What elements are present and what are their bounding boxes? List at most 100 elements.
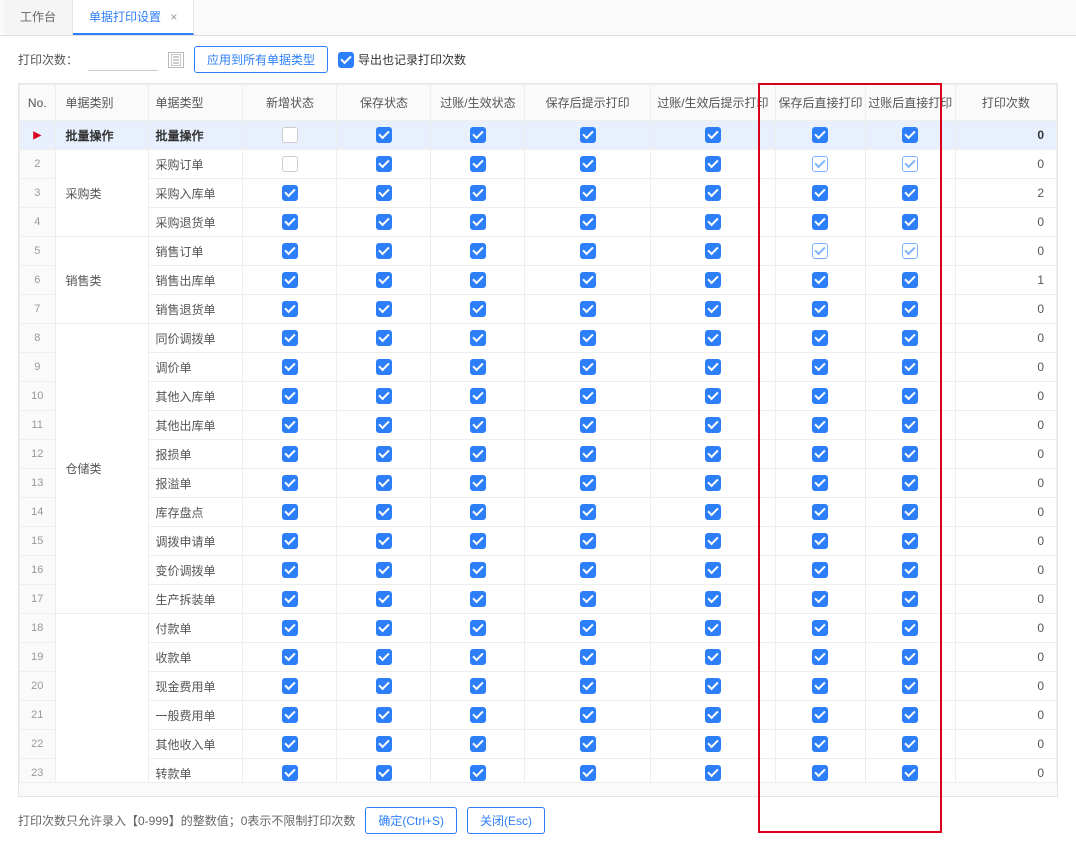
checkbox-cell[interactable] xyxy=(337,701,431,730)
checkbox-cell[interactable] xyxy=(337,382,431,411)
checkbox-cell[interactable] xyxy=(431,498,525,527)
checkbox-cell[interactable] xyxy=(525,150,650,179)
checkbox-cell[interactable] xyxy=(776,208,866,237)
checkbox-cell[interactable] xyxy=(650,527,775,556)
checkbox-cell[interactable] xyxy=(776,469,866,498)
checkbox-cell[interactable] xyxy=(525,672,650,701)
checkbox-cell[interactable] xyxy=(650,266,775,295)
checkbox-cell[interactable] xyxy=(243,266,337,295)
checkbox-cell[interactable] xyxy=(865,121,955,150)
checkbox-cell[interactable] xyxy=(337,411,431,440)
checkbox-cell[interactable] xyxy=(431,527,525,556)
checkbox-cell[interactable] xyxy=(776,643,866,672)
print-count-cell[interactable]: 0 xyxy=(955,701,1056,730)
checkbox-cell[interactable] xyxy=(865,382,955,411)
checkbox-cell[interactable] xyxy=(525,382,650,411)
checkbox-cell[interactable] xyxy=(431,266,525,295)
checkbox-cell[interactable] xyxy=(431,730,525,759)
checkbox-cell[interactable] xyxy=(776,179,866,208)
print-count-cell[interactable]: 0 xyxy=(955,353,1056,382)
checkbox-cell[interactable] xyxy=(650,440,775,469)
checkbox-cell[interactable] xyxy=(865,672,955,701)
checkbox-cell[interactable] xyxy=(525,469,650,498)
checkbox-cell[interactable] xyxy=(650,498,775,527)
checkbox-cell[interactable] xyxy=(650,121,775,150)
checkbox-cell[interactable] xyxy=(776,440,866,469)
checkbox-cell[interactable] xyxy=(525,730,650,759)
tab-print-settings[interactable]: 单据打印设置 × xyxy=(73,0,194,35)
checkbox-cell[interactable] xyxy=(650,208,775,237)
checkbox-cell[interactable] xyxy=(525,556,650,585)
checkbox-cell[interactable] xyxy=(431,614,525,643)
checkbox-cell[interactable] xyxy=(431,295,525,324)
checkbox-cell[interactable] xyxy=(525,121,650,150)
checkbox-cell[interactable] xyxy=(431,411,525,440)
checkbox-cell[interactable] xyxy=(431,672,525,701)
checkbox-cell[interactable] xyxy=(431,179,525,208)
checkbox-cell[interactable] xyxy=(337,150,431,179)
checkbox-cell[interactable] xyxy=(525,614,650,643)
checkbox-cell[interactable] xyxy=(525,411,650,440)
checkbox-cell[interactable] xyxy=(243,643,337,672)
checkbox-cell[interactable] xyxy=(337,556,431,585)
checkbox-cell[interactable] xyxy=(650,324,775,353)
checkbox-cell[interactable] xyxy=(650,614,775,643)
print-count-cell[interactable]: 0 xyxy=(955,150,1056,179)
checkbox-cell[interactable] xyxy=(650,469,775,498)
checkbox-cell[interactable] xyxy=(865,643,955,672)
print-count-cell[interactable]: 0 xyxy=(955,614,1056,643)
checkbox-cell[interactable] xyxy=(337,643,431,672)
checkbox-cell[interactable] xyxy=(243,324,337,353)
checkbox-cell[interactable] xyxy=(865,498,955,527)
checkbox-cell[interactable] xyxy=(243,121,337,150)
checkbox-cell[interactable] xyxy=(337,498,431,527)
checkbox-cell[interactable] xyxy=(525,237,650,266)
checkbox-cell[interactable] xyxy=(865,266,955,295)
checkbox-cell[interactable] xyxy=(431,469,525,498)
checkbox-cell[interactable] xyxy=(243,498,337,527)
checkbox-cell[interactable] xyxy=(525,440,650,469)
print-count-cell[interactable]: 0 xyxy=(955,411,1056,440)
print-count-cell[interactable]: 0 xyxy=(955,730,1056,759)
checkbox-cell[interactable] xyxy=(776,237,866,266)
checkbox-cell[interactable] xyxy=(865,411,955,440)
checkbox-cell[interactable] xyxy=(525,208,650,237)
checkbox-cell[interactable] xyxy=(243,208,337,237)
checkbox-cell[interactable] xyxy=(243,672,337,701)
checkbox-cell[interactable] xyxy=(776,324,866,353)
checkbox-cell[interactable] xyxy=(337,469,431,498)
checkbox-cell[interactable] xyxy=(776,266,866,295)
checkbox-cell[interactable] xyxy=(525,353,650,382)
checkbox-cell[interactable] xyxy=(431,585,525,614)
calculator-icon[interactable] xyxy=(168,52,184,68)
print-count-cell[interactable]: 0 xyxy=(955,585,1056,614)
checkbox-cell[interactable] xyxy=(243,353,337,382)
checkbox-cell[interactable] xyxy=(650,730,775,759)
checkbox-cell[interactable] xyxy=(865,585,955,614)
checkbox-cell[interactable] xyxy=(650,353,775,382)
print-count-cell[interactable]: 0 xyxy=(955,208,1056,237)
checkbox-cell[interactable] xyxy=(431,150,525,179)
checkbox-cell[interactable] xyxy=(650,672,775,701)
checkbox-cell[interactable] xyxy=(243,411,337,440)
checkbox-cell[interactable] xyxy=(865,150,955,179)
checkbox-cell[interactable] xyxy=(243,527,337,556)
checkbox-cell[interactable] xyxy=(337,440,431,469)
checkbox-cell[interactable] xyxy=(243,614,337,643)
checkbox-cell[interactable] xyxy=(337,614,431,643)
checkbox-cell[interactable] xyxy=(525,266,650,295)
checkbox-cell[interactable] xyxy=(243,440,337,469)
print-count-cell[interactable]: 0 xyxy=(955,295,1056,324)
checkbox-cell[interactable] xyxy=(650,701,775,730)
checkbox-cell[interactable] xyxy=(431,440,525,469)
checkbox-cell[interactable] xyxy=(865,208,955,237)
print-count-cell[interactable]: 0 xyxy=(955,643,1056,672)
checkbox-cell[interactable] xyxy=(337,295,431,324)
checkbox-cell[interactable] xyxy=(776,121,866,150)
checkbox-cell[interactable] xyxy=(650,411,775,440)
print-count-cell[interactable]: 0 xyxy=(955,498,1056,527)
checkbox-cell[interactable] xyxy=(243,730,337,759)
checkbox-cell[interactable] xyxy=(337,672,431,701)
checkbox-cell[interactable] xyxy=(776,382,866,411)
checkbox-cell[interactable] xyxy=(337,585,431,614)
